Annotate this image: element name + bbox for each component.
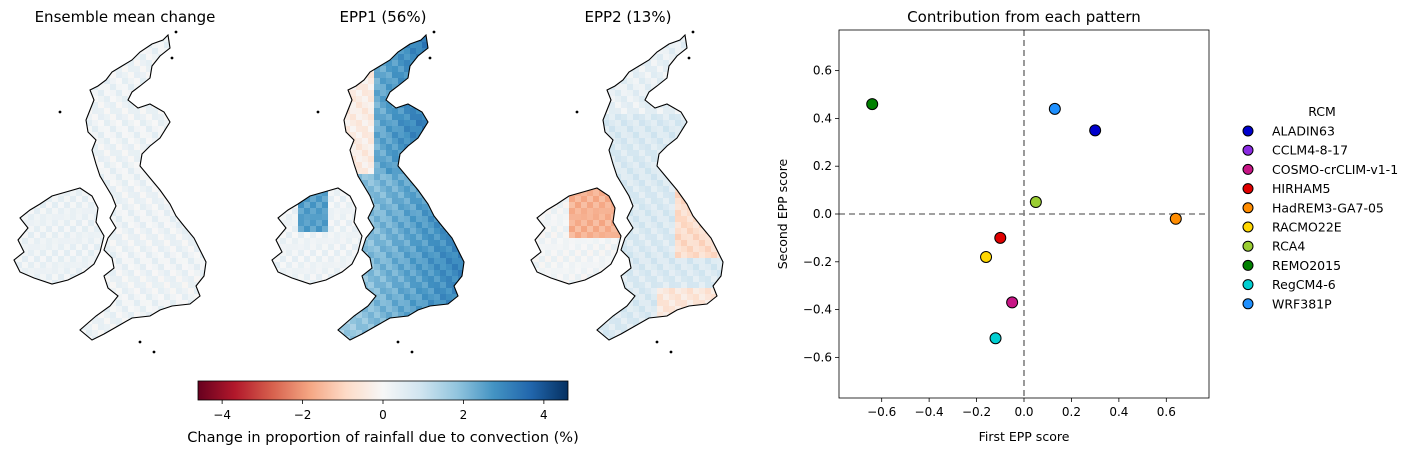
island-marker bbox=[152, 350, 156, 354]
point-cosmo-crclim-v1-1 bbox=[1006, 296, 1019, 309]
legend-marker-hirham5 bbox=[1242, 183, 1254, 195]
coastline-ireland bbox=[13, 187, 105, 285]
legend-label-cclm4-8-17: CCLM4-8-17 bbox=[1272, 143, 1348, 158]
island-marker bbox=[432, 30, 436, 34]
point-regcm4-6 bbox=[989, 332, 1002, 345]
point-rca4 bbox=[1029, 196, 1042, 209]
island-marker bbox=[687, 56, 691, 60]
map-ensemble-mean bbox=[13, 30, 207, 354]
map-title-ensemble-mean: Ensemble mean change bbox=[35, 8, 216, 26]
legend-marker-remo2015 bbox=[1242, 259, 1254, 271]
x-tick-label: −0.6 bbox=[867, 405, 896, 419]
x-tick-label: 0.2 bbox=[1062, 405, 1081, 419]
map-epp2 bbox=[530, 30, 724, 354]
legend-marker-racmo22e bbox=[1242, 221, 1254, 233]
y-axis-label: Second EPP score bbox=[775, 158, 790, 269]
y-tick-label: 0.2 bbox=[813, 159, 832, 173]
legend-label-hirham5: HIRHAM5 bbox=[1272, 181, 1330, 196]
colorbar-tick-label: −4 bbox=[213, 408, 231, 422]
island-marker bbox=[138, 340, 142, 344]
legend-title: RCM bbox=[1308, 104, 1336, 119]
point-aladin63 bbox=[1089, 124, 1102, 137]
y-tick-label: −0.2 bbox=[803, 255, 832, 269]
coastline-ireland bbox=[271, 187, 363, 285]
reference-lines bbox=[839, 30, 1209, 398]
island-marker bbox=[575, 110, 579, 114]
legend-label-wrf381p: WRF381P bbox=[1272, 296, 1332, 311]
y-tick-label: 0.6 bbox=[813, 64, 832, 78]
island-marker bbox=[174, 30, 178, 34]
colorbar-ticks: −4 −2 0 2 4 bbox=[213, 400, 548, 422]
map-title-epp2: EPP2 (13%) bbox=[585, 8, 672, 26]
x-tick-label: −0.2 bbox=[962, 405, 991, 419]
x-axis-ticks: −0.6 −0.4 −0.2 0.0 0.2 0.4 0.6 bbox=[867, 398, 1176, 419]
y-axis-ticks: −0.6 −0.4 −0.2 0.0 0.2 0.4 0.6 bbox=[803, 64, 839, 364]
map-title-epp1: EPP1 (56%) bbox=[340, 8, 427, 26]
legend-label-racmo22e: RACMO22E bbox=[1272, 220, 1342, 235]
y-tick-label: 0.0 bbox=[813, 207, 832, 221]
scatter-title: Contribution from each pattern bbox=[907, 8, 1141, 26]
legend-items: ALADIN63 CCLM4-8-17 COSMO-crCLIM-v1-1 HIRHA… bbox=[1242, 124, 1398, 311]
coastline-great-britain bbox=[337, 33, 465, 341]
map-field-ireland bbox=[272, 188, 362, 284]
colorbar-tick-label: −2 bbox=[294, 408, 312, 422]
coastline-great-britain bbox=[79, 33, 207, 341]
island-marker bbox=[316, 110, 320, 114]
colorbar-label: Change in proportion of rainfall due to … bbox=[187, 430, 578, 446]
legend-label-regcm4-6: RegCM4-6 bbox=[1272, 277, 1336, 292]
legend-label-cosmo-crclim-v1-1: COSMO-crCLIM-v1-1 bbox=[1272, 162, 1398, 177]
coastline-ireland bbox=[530, 187, 622, 285]
legend-marker-rca4 bbox=[1242, 240, 1254, 252]
legend-marker-hadrem3-ga7-05 bbox=[1242, 202, 1254, 214]
point-racmo22e bbox=[980, 251, 993, 264]
legend: RCM ALADIN63 CCLM4-8-17 COSMO-crCLIM-v1-1 H… bbox=[1242, 104, 1398, 311]
legend-label-rca4: RCA4 bbox=[1272, 239, 1305, 254]
x-tick-label: 0.0 bbox=[1014, 405, 1033, 419]
x-tick-label: −0.4 bbox=[915, 405, 944, 419]
y-tick-label: −0.6 bbox=[803, 350, 832, 364]
point-hadrem3-ga7-05 bbox=[1169, 212, 1182, 225]
scatter-chart: Contribution from each pattern −0.6 −0.4−… bbox=[775, 8, 1210, 444]
legend-label-aladin63: ALADIN63 bbox=[1272, 124, 1335, 139]
island-marker bbox=[410, 350, 414, 354]
point-hirham5 bbox=[994, 231, 1007, 244]
legend-marker-aladin63 bbox=[1242, 125, 1254, 137]
y-tick-label: 0.4 bbox=[813, 111, 832, 125]
island-marker bbox=[58, 110, 62, 114]
legend-marker-wrf381p bbox=[1242, 298, 1254, 310]
legend-label-remo2015: REMO2015 bbox=[1272, 258, 1341, 273]
island-marker bbox=[396, 340, 400, 344]
island-marker bbox=[655, 340, 659, 344]
island-marker bbox=[691, 30, 695, 34]
map-field-ireland bbox=[14, 188, 104, 284]
legend-marker-cclm4-8-17 bbox=[1242, 144, 1254, 156]
x-tick-label: 0.4 bbox=[1109, 405, 1128, 419]
scatter-points bbox=[866, 98, 1182, 345]
y-tick-label: −0.4 bbox=[803, 303, 832, 317]
legend-marker-regcm4-6 bbox=[1242, 279, 1254, 291]
colorbar-tick-label: 4 bbox=[540, 408, 548, 422]
legend-marker-cosmo-crclim-v1-1 bbox=[1242, 163, 1254, 175]
coastline-great-britain bbox=[596, 33, 724, 341]
x-axis-label: First EPP score bbox=[979, 429, 1070, 444]
legend-label-hadrem3-ga7-05: HadREM3-GA7-05 bbox=[1272, 200, 1384, 215]
colorbar-ramp bbox=[197, 380, 569, 401]
island-marker bbox=[669, 350, 673, 354]
map-field-ireland bbox=[531, 188, 621, 284]
point-wrf381p bbox=[1048, 102, 1061, 115]
point-remo2015 bbox=[866, 98, 879, 111]
island-marker bbox=[428, 56, 432, 60]
colorbar: −4 −2 0 2 4 Change in proportion of rainfall… bbox=[187, 380, 579, 446]
x-tick-label: 0.6 bbox=[1157, 405, 1176, 419]
colorbar-tick-label: 2 bbox=[460, 408, 468, 422]
colorbar-tick-label: 0 bbox=[379, 408, 387, 422]
island-marker bbox=[170, 56, 174, 60]
map-epp1 bbox=[271, 30, 465, 354]
